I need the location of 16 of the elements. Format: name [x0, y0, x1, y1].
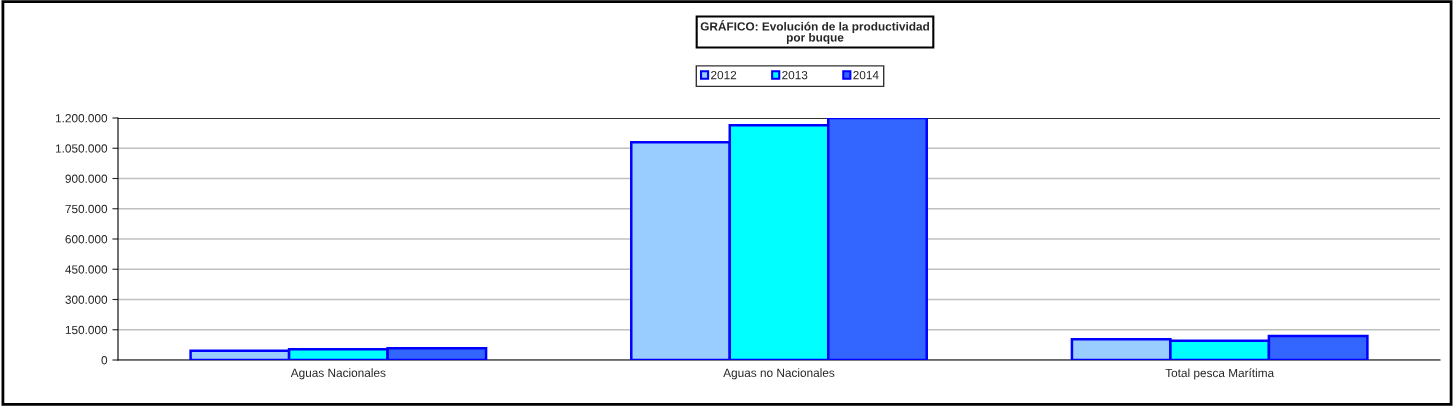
- legend-label: 2013: [782, 70, 808, 80]
- y-tick-label: 900.000: [65, 174, 108, 183]
- y-tick-label: 150.000: [65, 325, 108, 335]
- y-tick-label: 750.000: [65, 204, 108, 214]
- x-tick-label: Total pesca Marítima: [1165, 368, 1275, 380]
- chart-title: GRÁFICO: Evolución de la productividad por buque: [700, 20, 930, 44]
- y-tick-label: 450.000: [65, 265, 108, 274]
- x-tick-label: Aguas no Nacionales: [723, 368, 835, 380]
- y-tick-label: 600.000: [65, 235, 108, 244]
- y-tick-label: 1.200.000: [55, 114, 108, 123]
- y-tick-label: 0: [101, 356, 108, 365]
- y-tick-label: 1.050.000: [55, 144, 108, 153]
- legend-label: 2012: [711, 70, 737, 80]
- legend-label: 2014: [853, 70, 879, 80]
- x-tick-label: Aguas Nacionales: [290, 368, 386, 380]
- y-tick-label: 300.000: [65, 295, 108, 304]
